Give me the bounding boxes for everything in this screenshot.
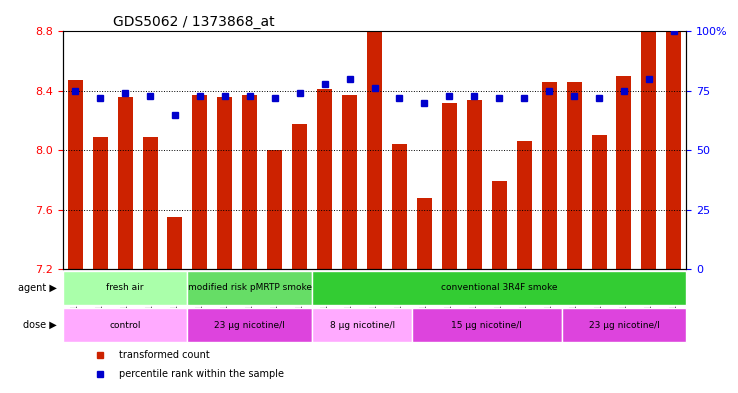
Text: 8 μg nicotine/l: 8 μg nicotine/l: [329, 321, 395, 330]
Text: modified risk pMRTP smoke: modified risk pMRTP smoke: [187, 283, 312, 292]
Bar: [342, 95, 357, 269]
Bar: [392, 144, 407, 269]
Bar: [68, 81, 83, 269]
Text: control: control: [109, 321, 141, 330]
Bar: [567, 82, 582, 269]
Bar: [517, 141, 531, 269]
Text: 23 μg nicotine/l: 23 μg nicotine/l: [589, 321, 659, 330]
Bar: [93, 137, 108, 269]
Bar: [467, 100, 482, 269]
Bar: [267, 150, 282, 269]
Bar: [417, 198, 432, 269]
FancyBboxPatch shape: [63, 309, 187, 342]
Bar: [317, 89, 332, 269]
Bar: [492, 182, 507, 269]
FancyBboxPatch shape: [312, 271, 686, 305]
Text: 15 μg nicotine/l: 15 μg nicotine/l: [452, 321, 523, 330]
Bar: [616, 76, 632, 269]
Bar: [442, 103, 457, 269]
Text: conventional 3R4F smoke: conventional 3R4F smoke: [441, 283, 557, 292]
Bar: [168, 217, 182, 269]
Bar: [542, 82, 556, 269]
Text: percentile rank within the sample: percentile rank within the sample: [119, 369, 284, 379]
Bar: [242, 95, 258, 269]
FancyBboxPatch shape: [312, 309, 412, 342]
Text: 23 μg nicotine/l: 23 μg nicotine/l: [215, 321, 285, 330]
Bar: [592, 136, 607, 269]
FancyBboxPatch shape: [412, 309, 562, 342]
Bar: [117, 97, 133, 269]
Bar: [641, 12, 656, 269]
Bar: [142, 137, 157, 269]
Text: dose ▶: dose ▶: [23, 320, 57, 330]
FancyBboxPatch shape: [63, 271, 187, 305]
Bar: [218, 97, 232, 269]
Text: agent ▶: agent ▶: [18, 283, 57, 293]
FancyBboxPatch shape: [562, 309, 686, 342]
Text: transformed count: transformed count: [119, 350, 210, 360]
FancyBboxPatch shape: [187, 309, 312, 342]
Bar: [367, 21, 382, 269]
Text: fresh air: fresh air: [106, 283, 144, 292]
Bar: [666, 31, 681, 269]
Bar: [193, 95, 207, 269]
Bar: [292, 123, 307, 269]
FancyBboxPatch shape: [187, 271, 312, 305]
Text: GDS5062 / 1373868_at: GDS5062 / 1373868_at: [113, 15, 275, 29]
